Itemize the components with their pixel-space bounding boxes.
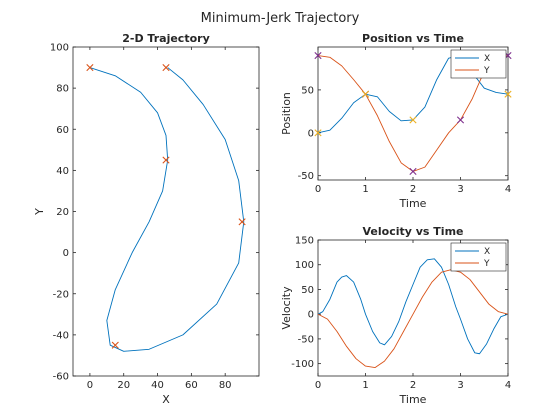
traj-axes: 0 20 40 60 80 -60 -40 -20 0 20 40 60 80 100 2-D Trajec… — [33, 32, 260, 406]
traj-axes-box — [72, 46, 260, 377]
traj-marker-stroke — [238, 218, 246, 226]
traj-marker-stroke — [111, 341, 119, 349]
pos-marker-stroke — [314, 51, 322, 60]
traj-xtick-label: 60 — [185, 380, 198, 391]
pos-marker-stroke — [314, 129, 322, 137]
traj-ytick-label: 80 — [56, 84, 69, 95]
traj-marker — [86, 63, 94, 72]
traj-marker — [162, 156, 170, 164]
pos-marker-stroke — [409, 116, 417, 124]
pos-legend: XY — [450, 49, 507, 79]
vel-xtick-label: 4 — [505, 380, 511, 391]
vel-plot-area — [318, 258, 508, 369]
vel-xlabel: Time — [399, 393, 427, 406]
vel-legend-entry-y: Y — [483, 259, 490, 269]
traj-ytick-label: -40 — [53, 330, 69, 341]
vel-ytick-label: 50 — [301, 285, 314, 296]
pos-xtick-label: 4 — [505, 184, 511, 195]
traj-marker-stroke — [86, 63, 94, 72]
vel-xtick-label: 2 — [410, 380, 416, 391]
traj-xtick-label: 40 — [151, 380, 164, 391]
pos-marker-stroke — [409, 167, 417, 176]
traj-ytick-label: -60 — [53, 372, 69, 383]
vel-ytick-label: -50 — [298, 334, 314, 345]
traj-marker — [111, 341, 119, 349]
vel-legend-box — [450, 242, 507, 272]
traj-ytick-label: 0 — [63, 248, 69, 259]
pos-marker — [504, 90, 512, 98]
traj-xtick-label: 80 — [219, 380, 232, 391]
vel-ytick-label: 150 — [295, 236, 314, 247]
pos-xtick-label: 0 — [315, 184, 321, 195]
pos-marker — [456, 116, 465, 124]
vel-ylabel: Velocity — [280, 286, 293, 330]
pos-marker — [409, 167, 417, 176]
traj-ylabel: Y — [33, 208, 46, 216]
traj-ytick-label: 60 — [56, 125, 69, 136]
pos-legend-box — [450, 49, 507, 79]
vel-ytick-label: 100 — [295, 260, 314, 271]
vel-xtick-label: 0 — [315, 380, 321, 391]
vel-xtick-label: 3 — [457, 380, 463, 391]
vel-ytick-label: -100 — [291, 359, 314, 370]
traj-plot-area — [89, 67, 245, 352]
traj-ytick-label: 20 — [56, 207, 69, 218]
vel-title: Velocity vs Time — [363, 225, 464, 238]
pos-marker — [409, 116, 417, 124]
traj-ytick-label: 100 — [50, 43, 69, 54]
pos-marker — [314, 129, 322, 137]
pos-xtick-label: 2 — [410, 184, 416, 195]
pos-ytick-label: 50 — [301, 85, 314, 96]
vel-xtick-label: 1 — [362, 380, 368, 391]
vel-legend-entry-x: X — [484, 247, 490, 257]
pos-marker-stroke — [456, 116, 465, 124]
pos-ytick-label: 0 — [308, 128, 314, 139]
vel-axes: 0 1 2 3 4 -100 -50 0 50 100 150 Velocity vs Time Tim… — [280, 225, 511, 406]
pos-marker-stroke — [361, 90, 370, 98]
traj-xtick-label: 20 — [117, 380, 130, 391]
pos-ytick-label: -50 — [298, 171, 314, 182]
vel-series-x-line — [318, 258, 508, 355]
pos-marker — [314, 51, 322, 60]
pos-legend-entry-y: Y — [483, 66, 490, 76]
traj-ytick-label: 40 — [56, 166, 69, 177]
traj-marker — [238, 218, 246, 226]
vel-series-y-line — [318, 269, 508, 369]
pos-xtick-label: 1 — [362, 184, 368, 195]
figure-title: Minimum-Jerk Trajectory — [201, 11, 360, 26]
traj-xtick-label: 0 — [87, 380, 93, 391]
traj-ytick-label: -20 — [53, 289, 69, 300]
traj-title: 2-D Trajectory — [122, 32, 209, 45]
traj-marker-stroke — [162, 156, 170, 164]
pos-title: Position vs Time — [362, 32, 464, 45]
vel-legend: XY — [450, 242, 507, 272]
pos-marker-stroke — [504, 90, 512, 98]
pos-xlabel: Time — [399, 197, 427, 210]
traj-marker — [162, 63, 170, 72]
pos-ylabel: Position — [280, 92, 293, 135]
traj-xlabel: X — [162, 393, 170, 406]
traj-series-1-line — [89, 67, 245, 352]
traj-marker-stroke — [162, 63, 170, 72]
pos-legend-entry-x: X — [484, 54, 490, 64]
pos-marker — [361, 90, 370, 98]
pos-xtick-label: 3 — [457, 184, 463, 195]
vel-ytick-label: 0 — [308, 310, 314, 321]
